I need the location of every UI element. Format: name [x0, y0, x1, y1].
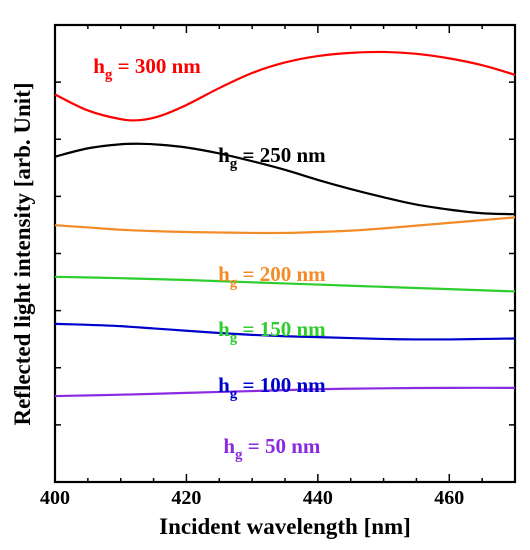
series-label-100nm: hg = 100 nm — [218, 373, 326, 402]
x-axis-label: Incident wavelength [nm] — [159, 514, 411, 539]
series-line-250nm — [54, 142, 516, 216]
labels-layer: hg = 300 nm hg = 250 nm hg = 200 nm hg = 15… — [93, 54, 326, 463]
x-tick-label: 420 — [171, 487, 201, 509]
series-label-200nm: hg = 200 nm — [218, 262, 326, 291]
series-line-100nm — [54, 322, 516, 341]
series-layer — [54, 50, 516, 398]
series-label-300nm: hg = 300 nm — [93, 54, 201, 83]
series-line-150nm — [54, 275, 516, 293]
series-label-250nm: hg = 250 nm — [218, 143, 326, 172]
x-tick-label: 440 — [303, 487, 333, 509]
series-line-200nm — [54, 216, 516, 235]
series-line-50nm — [54, 386, 516, 398]
x-tick-label: 460 — [434, 487, 464, 509]
series-label-50nm: hg = 50 nm — [223, 434, 321, 463]
plot-frame — [53, 23, 517, 484]
x-tick-label: 400 — [40, 487, 70, 509]
series-line-300nm — [54, 50, 516, 122]
ticks-layer: 400 420 440 460 — [40, 24, 516, 509]
y-axis-label: Reflected light intensity [arb. Unit] — [10, 82, 35, 425]
series-label-150nm: hg = 150 nm — [218, 317, 326, 346]
